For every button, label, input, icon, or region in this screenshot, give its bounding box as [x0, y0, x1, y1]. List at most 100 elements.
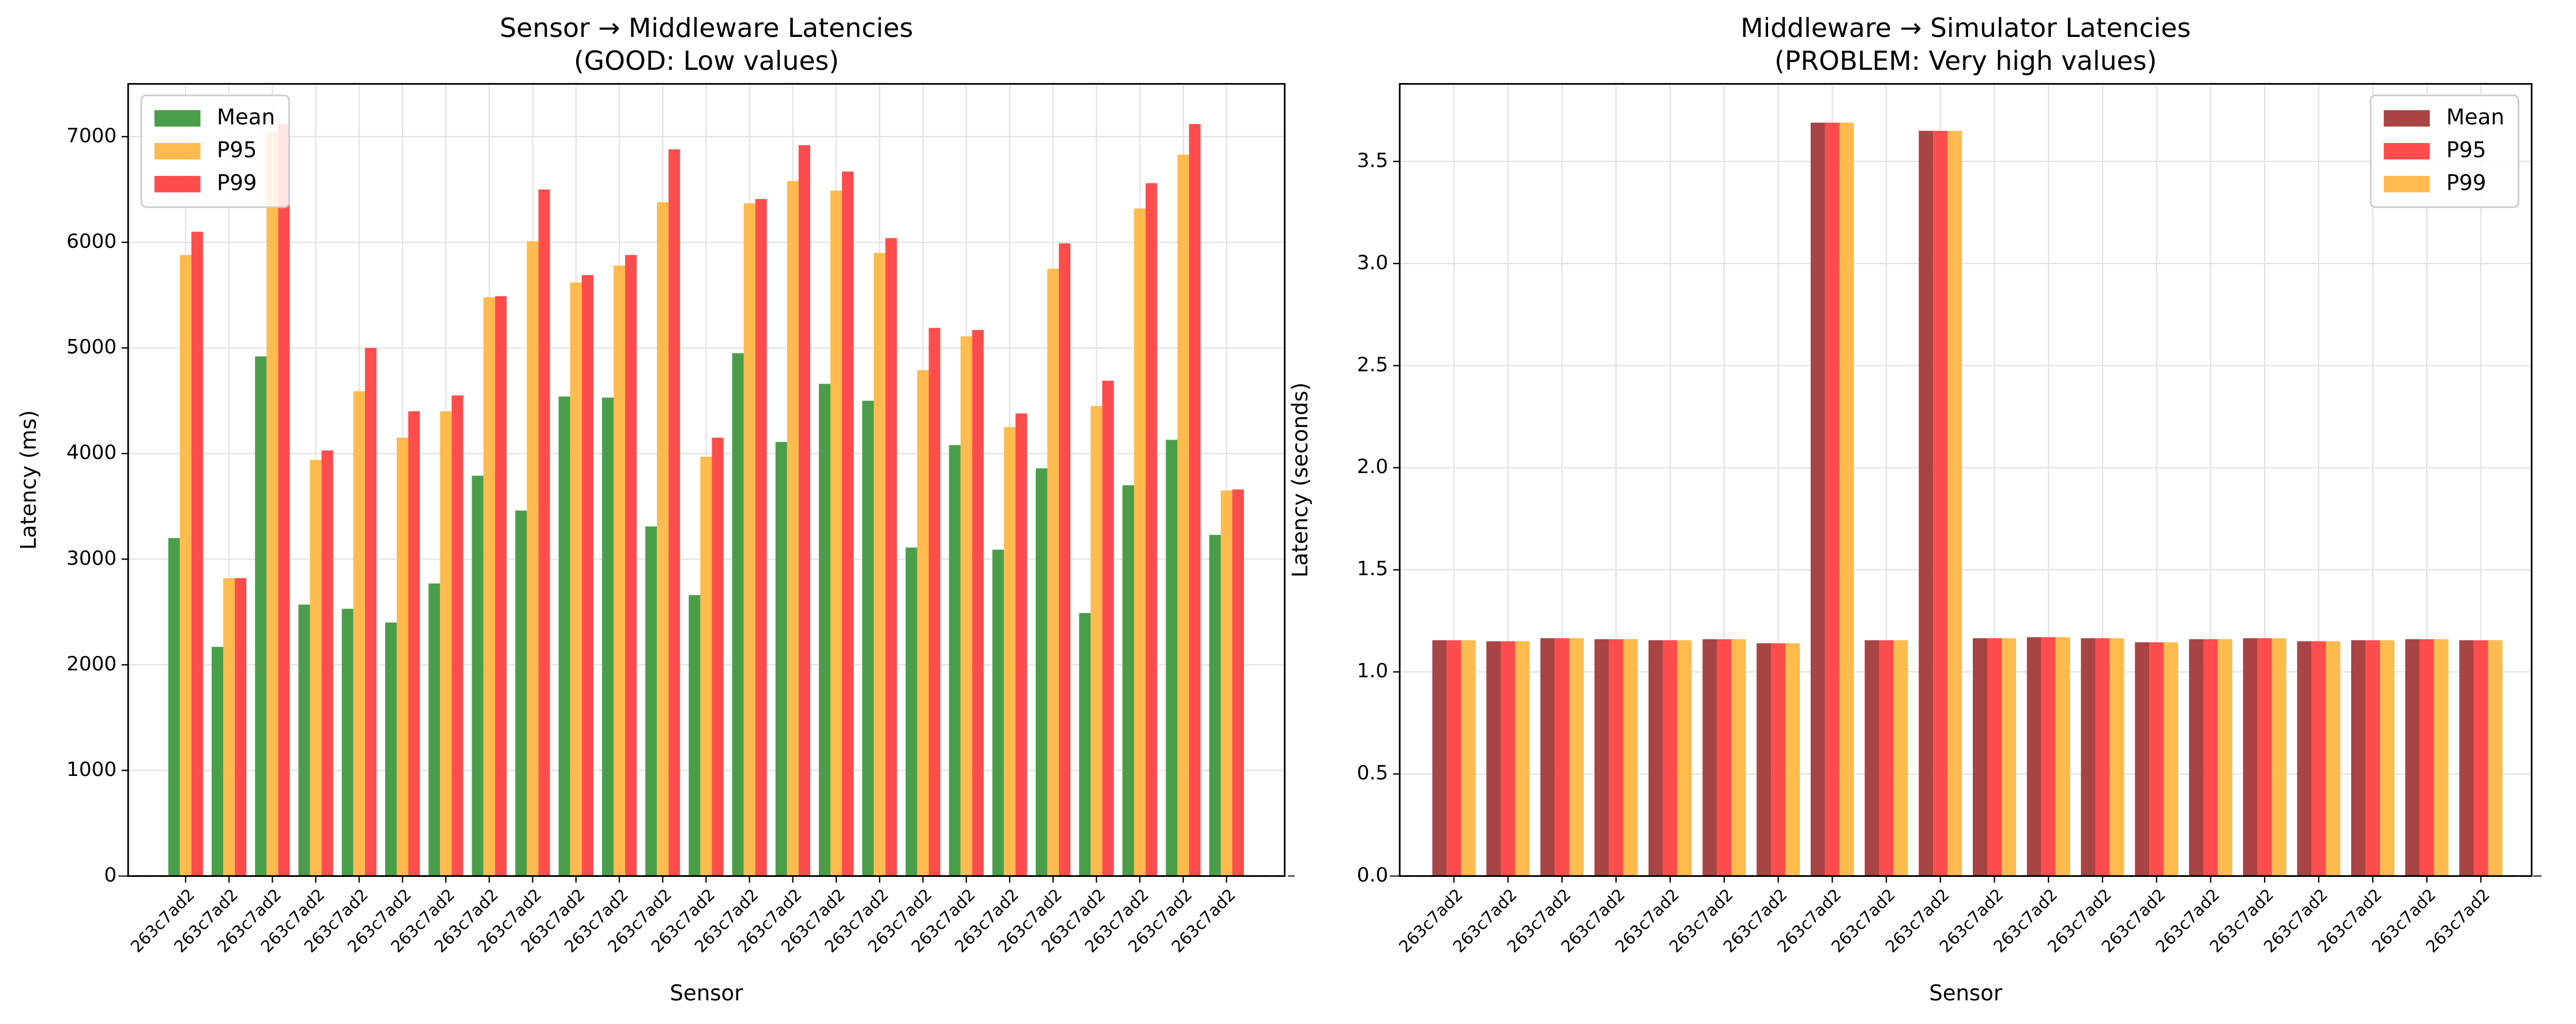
bar [179, 254, 191, 876]
bar [1220, 490, 1232, 876]
bar [1515, 641, 1530, 876]
bar [1486, 641, 1501, 876]
bar [527, 241, 539, 876]
bar [408, 411, 420, 876]
bar [538, 189, 550, 876]
bar [2434, 639, 2449, 876]
bar [2366, 640, 2381, 876]
bar [364, 348, 377, 876]
bar [798, 145, 810, 876]
bar [2311, 641, 2326, 876]
bar [310, 460, 322, 876]
plot-frame [127, 82, 1286, 877]
bar [2351, 640, 2366, 876]
bar [2164, 642, 2179, 876]
bar [700, 456, 712, 876]
bar [1165, 440, 1178, 876]
bar [657, 202, 669, 876]
bar [1879, 640, 1894, 876]
bar [440, 411, 452, 876]
y-tick-label: 0.0 [1357, 864, 1388, 887]
bar [1933, 130, 1948, 876]
bar [1893, 640, 1908, 876]
bar [2217, 639, 2232, 876]
bar [396, 437, 408, 876]
y-tick-label: 1000 [66, 758, 116, 781]
bar [1102, 380, 1114, 876]
legend-swatch [154, 110, 201, 127]
legend-swatch [154, 175, 201, 193]
bar [570, 282, 582, 876]
bar [2459, 640, 2474, 876]
bar [689, 595, 701, 876]
bar [1648, 640, 1663, 876]
bar [2026, 637, 2041, 876]
bar [1232, 489, 1244, 876]
bar [2419, 639, 2434, 876]
legend-label: P95 [217, 138, 257, 163]
bar [874, 253, 886, 876]
bar [1432, 640, 1447, 876]
bar [1702, 639, 1717, 876]
bar [1594, 639, 1609, 876]
y-axis-label: Latency (ms) [16, 410, 41, 550]
bar [1919, 130, 1934, 876]
bar [2405, 639, 2420, 876]
legend-label: Mean [217, 105, 275, 130]
bar [949, 445, 961, 876]
bar [2109, 638, 2124, 876]
bar [235, 578, 247, 876]
bar [472, 475, 484, 876]
chart-subtitle: (PROBLEM: Very high values) [1774, 46, 2157, 76]
bar [2095, 638, 2110, 876]
bar [1501, 641, 1515, 876]
bar [1145, 183, 1157, 876]
bar [2041, 637, 2056, 876]
bar [1461, 640, 1476, 876]
bar [483, 297, 495, 876]
bar [885, 238, 897, 876]
bar [2488, 640, 2503, 876]
bar [2135, 642, 2150, 876]
bar [928, 328, 941, 876]
bar [2473, 640, 2488, 876]
bar [1785, 643, 1800, 876]
y-tick-label: 3000 [66, 547, 116, 570]
bar [266, 131, 279, 876]
bar [645, 526, 657, 876]
bar [1810, 122, 1825, 876]
y-tick-label: 1.5 [1357, 557, 1388, 580]
bar [1555, 638, 1570, 876]
bar [581, 275, 593, 876]
plot-frame [1398, 82, 2533, 877]
y-tick-label: 0.5 [1357, 762, 1388, 785]
legend-label: P99 [217, 171, 257, 196]
bar [321, 450, 333, 876]
bar [2272, 638, 2287, 876]
y-tick-label: 0 [104, 864, 117, 887]
bar [2297, 641, 2312, 876]
bar [2243, 638, 2258, 876]
bar [712, 437, 724, 876]
bar [818, 384, 831, 876]
bar [601, 397, 614, 876]
bar [830, 190, 843, 876]
bar [613, 265, 626, 876]
bar [1177, 155, 1189, 876]
chart-subtitle: (GOOD: Low values) [574, 46, 839, 76]
bar [191, 231, 204, 876]
bar [298, 604, 310, 876]
bar [1540, 638, 1555, 876]
bar [755, 198, 767, 876]
bar [2149, 642, 2164, 876]
bar [495, 296, 507, 876]
bar [341, 609, 354, 876]
bar [353, 391, 365, 876]
bar [960, 336, 972, 876]
bar [2055, 637, 2070, 876]
bar [1839, 122, 1854, 876]
y-tick-label: 2.0 [1357, 455, 1388, 478]
bar [917, 370, 929, 876]
bar [1731, 639, 1746, 876]
